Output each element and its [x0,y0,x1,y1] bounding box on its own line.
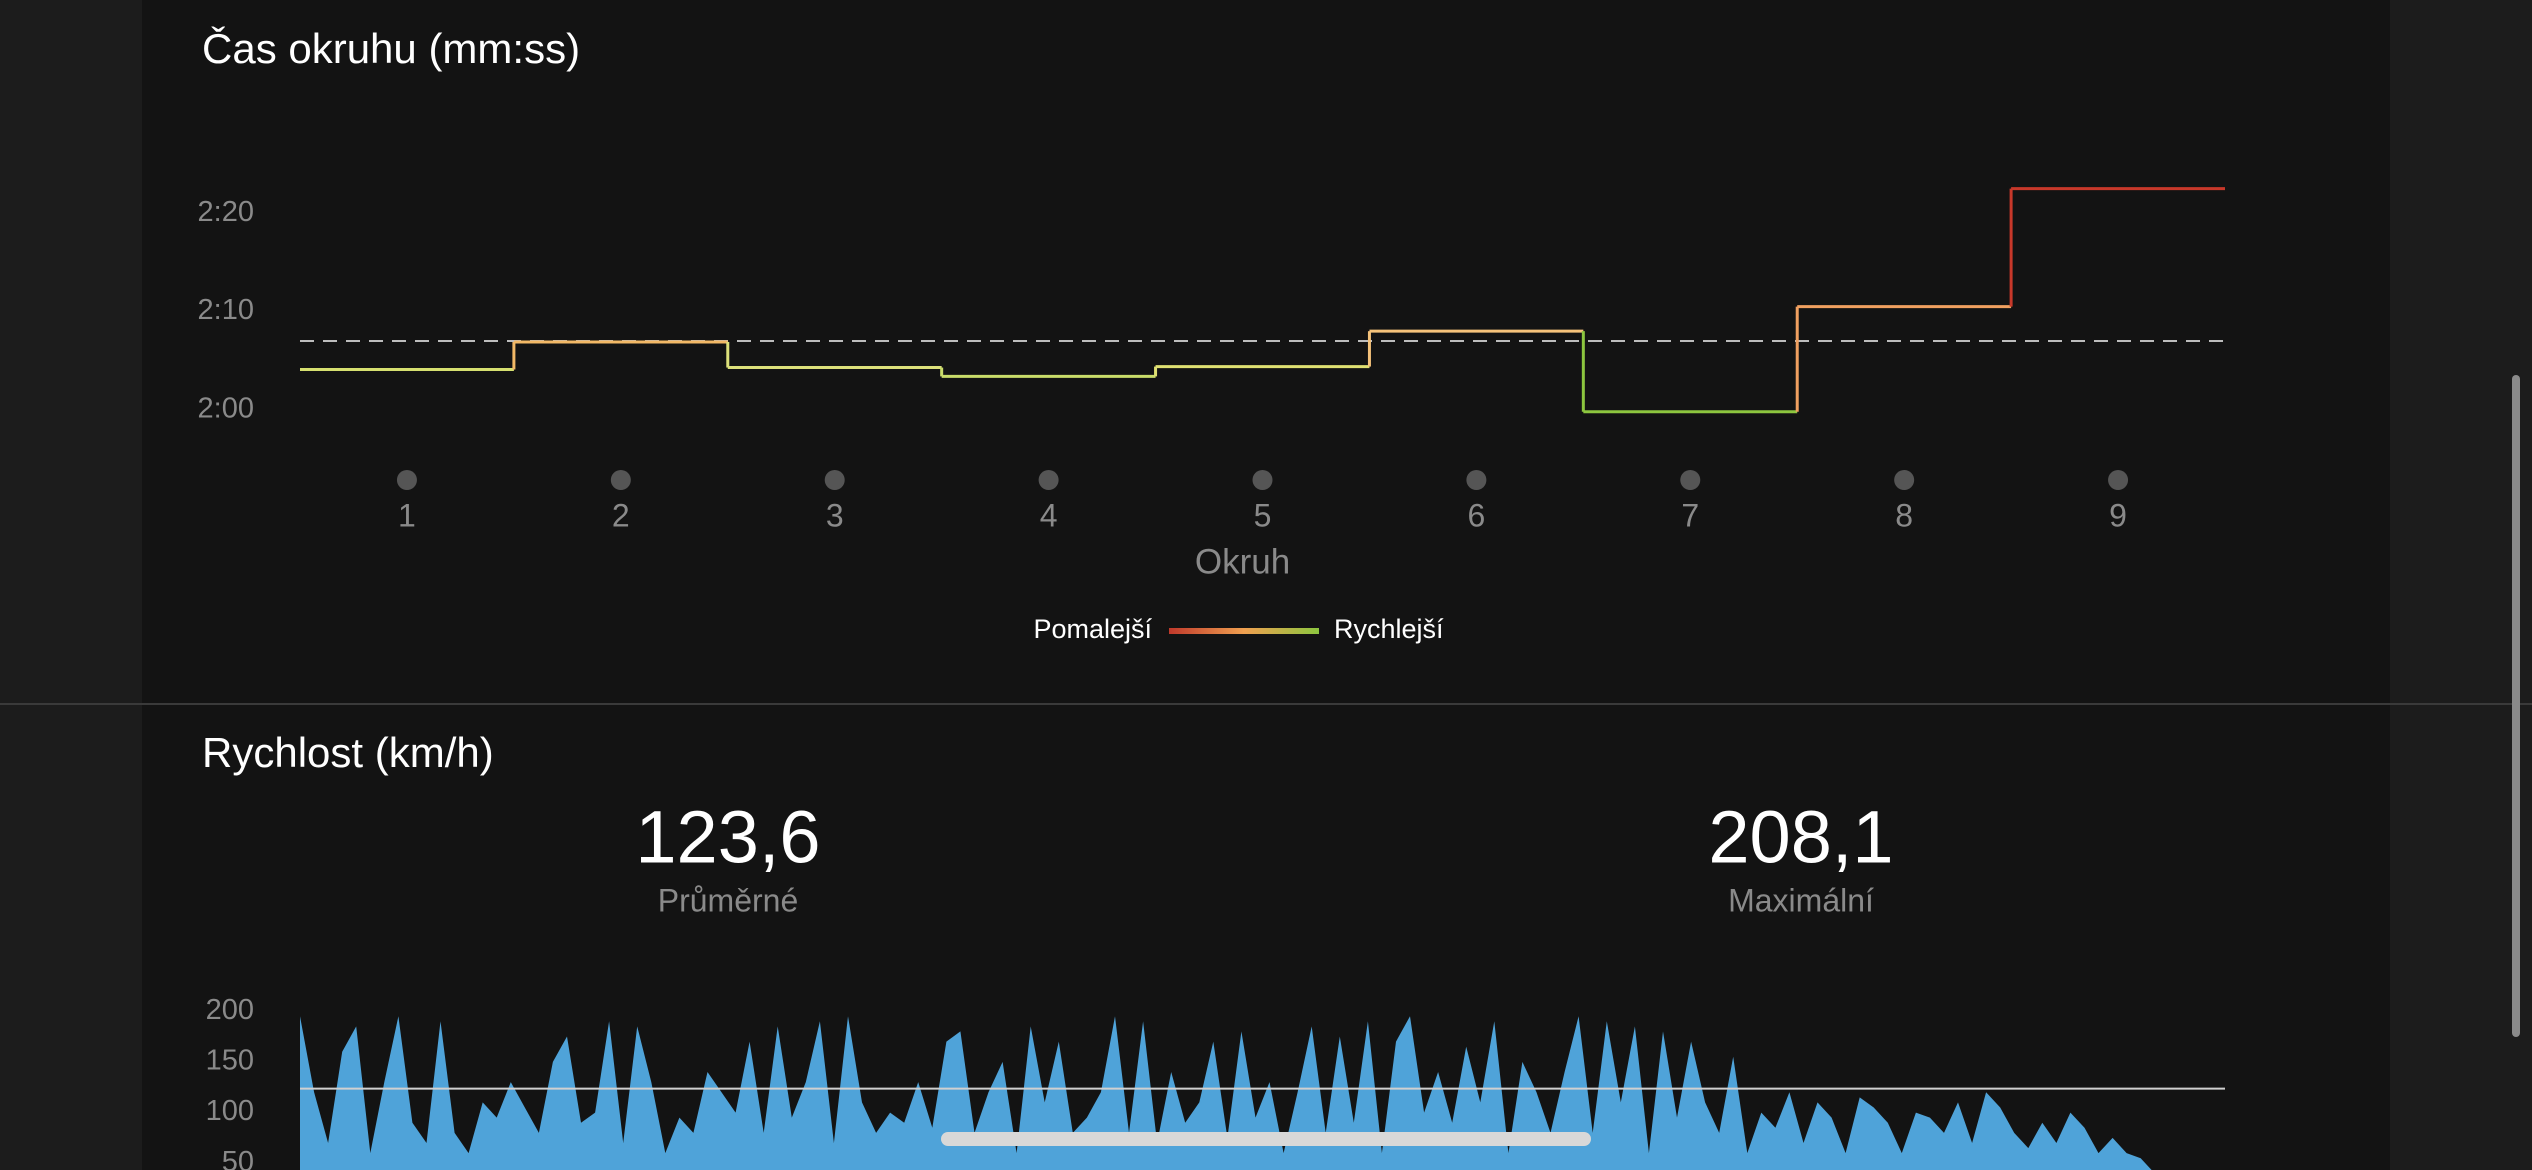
lap-dot [1038,470,1059,490]
legend-gradient [1169,628,1319,634]
lap-dot [1466,470,1487,490]
x-tick-label: 7 [1681,497,1699,533]
y-tick-label: 100 [206,1095,254,1127]
x-tick-label: 6 [1467,497,1485,533]
lap-dot [1252,470,1273,490]
chart-title: Čas okruhu (mm:ss) [202,25,580,72]
lap-dot [824,470,845,490]
stat-caption: Průměrné [658,882,799,918]
lap-dot [1894,470,1915,490]
y-tick-label: 2:10 [198,294,254,326]
home-indicator[interactable] [941,1132,1591,1146]
panel [142,0,2390,1170]
y-tick-label: 2:20 [198,196,254,228]
lap-dot [610,470,631,490]
chart-title: Rychlost (km/h) [202,729,494,776]
y-tick-label: 200 [206,994,254,1026]
legend-label: Rychlejší [1334,614,1444,644]
x-tick-label: 2 [612,497,630,533]
x-tick-label: 4 [1040,497,1058,533]
stat-value: 123,6 [635,796,820,879]
stat-caption: Maximální [1728,882,1874,918]
y-tick-label: 2:00 [198,392,254,424]
legend-label: Pomalejší [1033,614,1152,644]
stat-value: 208,1 [1708,796,1893,879]
x-tick-label: 5 [1254,497,1272,533]
lap-dot [1680,470,1701,490]
x-tick-label: 1 [398,497,416,533]
scrollbar[interactable] [2512,375,2520,1037]
x-tick-label: 3 [826,497,844,533]
speed-area [300,1016,2152,1170]
x-tick-label: 8 [1895,497,1913,533]
y-tick-label: 50 [222,1146,254,1170]
lap-dot [2108,470,2129,490]
x-axis-label: Okruh [1195,542,1290,581]
lap-dot [396,470,417,490]
x-tick-label: 9 [2109,497,2127,533]
y-tick-label: 150 [206,1045,254,1077]
